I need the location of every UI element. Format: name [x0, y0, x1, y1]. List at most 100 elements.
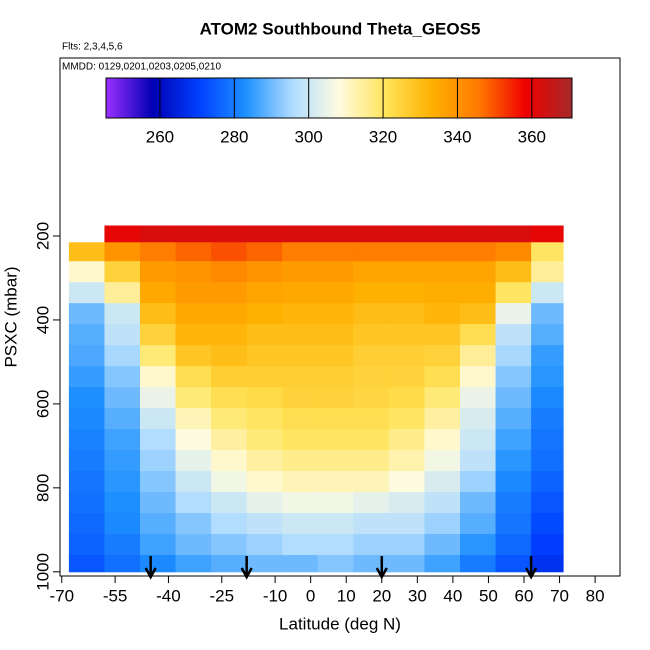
y-axis-label: PSXC (mbar)	[1, 266, 20, 367]
heat-cell	[211, 303, 248, 325]
heat-cell	[424, 324, 461, 346]
heat-cell	[68, 450, 105, 472]
heat-cell	[140, 242, 177, 262]
heat-cell	[175, 450, 212, 472]
heat-cell	[424, 450, 461, 472]
heat-cell	[531, 387, 564, 409]
heat-cell	[246, 261, 283, 283]
heat-cell	[68, 513, 105, 535]
heat-cell	[317, 534, 354, 556]
heat-cell	[460, 324, 497, 346]
heat-cell	[460, 282, 497, 304]
heat-cell	[211, 450, 248, 472]
heat-cell	[424, 387, 461, 409]
heat-cell	[68, 492, 105, 514]
heat-cell	[140, 282, 177, 304]
heat-cell	[460, 450, 497, 472]
heat-cell	[246, 555, 283, 573]
heat-cell	[353, 429, 390, 451]
heat-cell	[104, 324, 141, 346]
heat-cell	[495, 261, 532, 283]
heat-cell	[246, 408, 283, 430]
heat-cell	[388, 408, 425, 430]
colorbar	[105, 77, 573, 119]
heat-cell	[495, 534, 532, 556]
heat-cell	[317, 408, 354, 430]
x-tick-label: 10	[337, 586, 356, 605]
heat-cell	[104, 450, 141, 472]
heat-cell	[104, 429, 141, 451]
heat-cell	[104, 555, 141, 573]
x-tick-label: 80	[586, 586, 605, 605]
heat-cell	[353, 225, 390, 243]
heat-cell	[104, 492, 141, 514]
heat-cell	[211, 366, 248, 388]
heat-cell	[531, 555, 564, 573]
heat-cell	[495, 324, 532, 346]
heat-cell	[531, 471, 564, 493]
heat-cell	[531, 513, 564, 535]
heat-cell	[246, 387, 283, 409]
heat-cell	[140, 450, 177, 472]
heat-cell	[175, 534, 212, 556]
heat-cell	[460, 492, 497, 514]
colorbar-tick-label: 300	[295, 127, 323, 146]
heat-cell	[388, 492, 425, 514]
heat-cell	[246, 450, 283, 472]
heat-cell	[353, 387, 390, 409]
heat-cell	[353, 450, 390, 472]
heat-cell	[104, 366, 141, 388]
heat-cell	[246, 345, 283, 367]
heat-cell	[246, 282, 283, 304]
heat-cell	[353, 555, 390, 573]
heat-cell	[282, 225, 319, 243]
heat-cell	[424, 303, 461, 325]
heat-cell	[282, 429, 319, 451]
heat-cell	[175, 303, 212, 325]
heat-cell	[460, 242, 497, 262]
heat-cell	[353, 345, 390, 367]
heat-cell	[495, 303, 532, 325]
heat-cell	[353, 324, 390, 346]
x-tick-label: 60	[515, 586, 534, 605]
arrow-head	[144, 567, 157, 580]
heat-cell	[424, 492, 461, 514]
x-tick-label: 20	[372, 586, 391, 605]
heat-cell	[424, 471, 461, 493]
heat-cell	[424, 513, 461, 535]
heat-cell	[104, 282, 141, 304]
heat-cell	[175, 555, 212, 573]
x-axis-label: Latitude (deg N)	[279, 614, 401, 633]
heat-cell	[531, 324, 564, 346]
heat-cell	[175, 366, 212, 388]
heat-cell	[460, 513, 497, 535]
x-tick-label: 40	[443, 586, 462, 605]
heat-cell	[531, 366, 564, 388]
heat-cell	[531, 303, 564, 325]
heat-cell	[140, 555, 177, 573]
x-tick-label: 70	[550, 586, 569, 605]
heat-cell	[211, 471, 248, 493]
heat-cell	[531, 492, 564, 514]
heat-cell	[353, 282, 390, 304]
heat-cell	[104, 225, 141, 243]
heat-cell	[424, 242, 461, 262]
heat-cell	[282, 242, 319, 262]
heat-cell	[104, 242, 141, 262]
heat-cell	[282, 534, 319, 556]
heat-cell	[68, 345, 105, 367]
plot-frame	[59, 57, 621, 577]
heat-cell	[282, 366, 319, 388]
heat-cell	[68, 303, 105, 325]
heat-cell	[317, 225, 354, 243]
heat-cell	[460, 429, 497, 451]
heat-cell	[246, 324, 283, 346]
heat-cell	[353, 492, 390, 514]
heat-cell	[246, 225, 283, 243]
heat-cell	[282, 555, 319, 573]
heat-cell	[211, 345, 248, 367]
heat-cell	[424, 408, 461, 430]
heat-cell	[211, 492, 248, 514]
x-tick-label: -10	[263, 586, 288, 605]
heat-cell	[495, 345, 532, 367]
